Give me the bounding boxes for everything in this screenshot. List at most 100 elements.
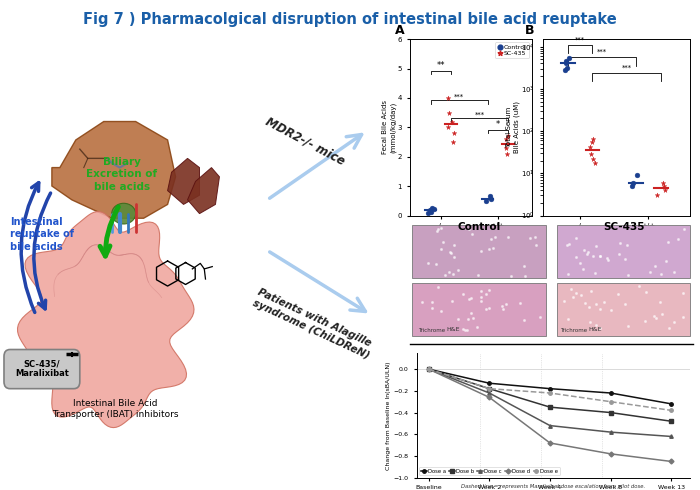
Point xyxy=(657,310,668,318)
Point xyxy=(570,290,582,297)
Point xyxy=(584,318,595,326)
Point xyxy=(574,259,585,267)
Point xyxy=(594,252,606,260)
Dose c xyxy=(485,390,494,396)
Dose e xyxy=(667,408,676,414)
Point xyxy=(447,297,458,305)
Dose e xyxy=(606,399,615,405)
Text: Control: Control xyxy=(457,221,500,232)
Text: Patients with Alagille
syndrome (ChiLDReN): Patients with Alagille syndrome (ChiLDRe… xyxy=(251,287,376,361)
FancyBboxPatch shape xyxy=(557,225,690,278)
Dose a xyxy=(606,390,615,396)
Point xyxy=(440,270,451,278)
Point xyxy=(519,262,530,270)
Text: Dashed line = represents Maralixibat dose escalation from pilot dose.: Dashed line = represents Maralixibat dos… xyxy=(461,484,645,489)
Point xyxy=(480,197,491,205)
Point xyxy=(444,248,456,256)
Point xyxy=(567,293,578,300)
Dose a xyxy=(485,380,494,386)
Point xyxy=(471,323,482,331)
Point xyxy=(619,255,630,263)
Point xyxy=(562,241,573,249)
Polygon shape xyxy=(167,158,199,204)
Point xyxy=(601,254,612,262)
Point xyxy=(679,225,690,233)
Point xyxy=(584,143,596,151)
Point xyxy=(564,240,575,247)
Point xyxy=(503,132,514,140)
Dose d xyxy=(424,366,433,372)
Point xyxy=(484,304,495,312)
Point xyxy=(463,316,474,323)
Line: Dose a: Dose a xyxy=(427,368,673,406)
Point xyxy=(435,245,447,252)
Line: Dose b: Dose b xyxy=(427,368,673,423)
Text: mdr2:: mdr2: xyxy=(459,237,482,246)
Dose d xyxy=(546,440,554,446)
Line: Dose c: Dose c xyxy=(427,368,673,438)
Dose b xyxy=(546,404,554,410)
Polygon shape xyxy=(52,122,176,218)
Point xyxy=(446,249,457,257)
Text: SC-435/
Maralixibat: SC-435/ Maralixibat xyxy=(15,360,69,378)
Point xyxy=(566,285,577,293)
Point xyxy=(500,300,512,308)
Point xyxy=(612,290,624,298)
Point xyxy=(438,238,449,246)
FancyBboxPatch shape xyxy=(412,283,545,336)
Point xyxy=(594,324,606,332)
Text: Fig 7 ) Pharmacolgical disruption of intestinal bile acid reuptake: Fig 7 ) Pharmacolgical disruption of int… xyxy=(83,12,617,27)
Point xyxy=(467,315,478,322)
Point xyxy=(472,270,483,278)
Point xyxy=(452,315,463,323)
Point xyxy=(594,252,606,260)
Point xyxy=(496,302,507,310)
Polygon shape xyxy=(18,212,194,428)
Point xyxy=(461,326,472,334)
Point xyxy=(480,290,491,297)
Point xyxy=(475,293,486,300)
Point xyxy=(433,225,444,233)
Point xyxy=(678,290,689,297)
Text: Trichrome: Trichrome xyxy=(418,328,445,333)
Point xyxy=(648,312,659,320)
Text: ***: *** xyxy=(575,36,585,43)
Point xyxy=(672,235,683,243)
Point xyxy=(587,135,598,143)
Point xyxy=(589,159,601,167)
Point xyxy=(559,297,570,305)
Point xyxy=(481,305,492,313)
Point xyxy=(427,304,438,312)
Point xyxy=(446,118,457,125)
Point xyxy=(475,297,486,305)
Point xyxy=(628,179,639,187)
Point xyxy=(563,54,574,62)
Point xyxy=(563,270,574,278)
Point xyxy=(432,283,443,291)
Dose b xyxy=(424,366,433,372)
Point xyxy=(487,244,498,252)
Dose c xyxy=(667,434,676,440)
Point xyxy=(582,248,594,256)
Point xyxy=(631,172,643,179)
Point xyxy=(659,182,670,190)
Point xyxy=(605,306,616,314)
Point xyxy=(457,325,468,333)
Dose c xyxy=(546,423,554,429)
Point xyxy=(620,300,631,308)
Point xyxy=(432,227,443,235)
Point xyxy=(591,321,602,329)
Point xyxy=(594,305,606,313)
Dose e xyxy=(424,366,433,372)
Point xyxy=(658,179,669,187)
Point xyxy=(669,268,680,276)
Point xyxy=(580,299,591,307)
Point xyxy=(447,270,458,278)
Point xyxy=(587,138,598,146)
Point xyxy=(622,322,634,330)
FancyBboxPatch shape xyxy=(412,225,545,278)
Dose d xyxy=(485,394,494,400)
Text: H&E: H&E xyxy=(588,327,601,332)
Dose e xyxy=(485,386,494,392)
Point xyxy=(501,150,512,158)
